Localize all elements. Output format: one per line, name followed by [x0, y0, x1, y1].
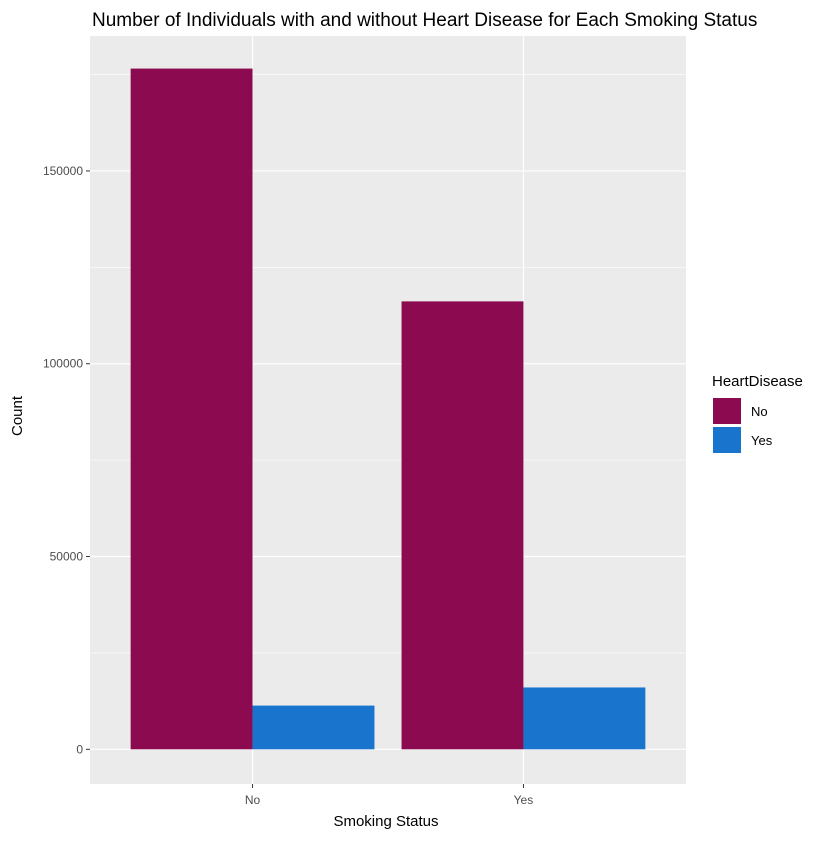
y-tick-label: 100000	[43, 357, 83, 371]
legend-label: Yes	[751, 433, 773, 448]
legend-key	[713, 398, 741, 424]
y-axis-ticks: 0 50000 100000 150000	[43, 164, 90, 756]
bar	[401, 301, 524, 750]
y-tick-label: 0	[76, 742, 83, 756]
chart-title: Number of Individuals with and without H…	[92, 10, 757, 31]
x-tick-label: No	[245, 793, 261, 807]
legend-label: No	[751, 404, 768, 419]
bar	[252, 705, 375, 750]
y-axis-title: Count	[9, 395, 26, 436]
y-tick-label: 50000	[50, 550, 84, 564]
legend: HeartDisease No Yes	[712, 373, 803, 453]
bar	[523, 687, 646, 750]
bar	[130, 68, 253, 750]
bars	[130, 68, 646, 750]
x-axis-ticks: No Yes	[245, 784, 533, 807]
legend-title: HeartDisease	[712, 373, 803, 390]
y-tick-label: 150000	[43, 164, 83, 178]
x-tick-label: Yes	[514, 793, 534, 807]
legend-key	[713, 427, 741, 453]
x-axis-title: Smoking Status	[333, 813, 438, 830]
